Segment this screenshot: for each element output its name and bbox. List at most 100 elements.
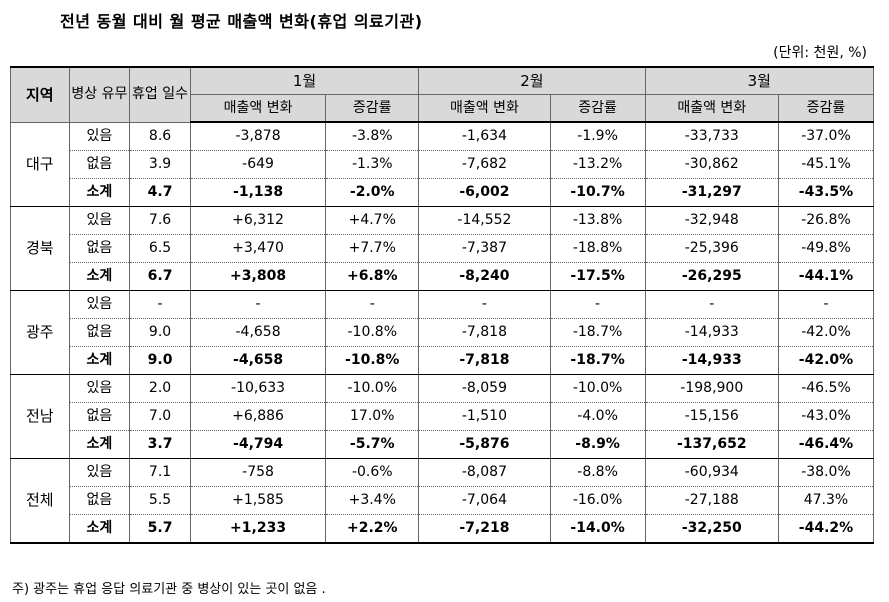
m3-pct-cell: -42.0% — [777, 318, 875, 347]
m3-pct-cell: -45.1% — [777, 150, 875, 179]
header-month-3: 3월 — [644, 66, 875, 95]
m2-pct-cell: - — [549, 290, 646, 319]
bed-cell: 있음 — [68, 458, 131, 487]
m1-pct-cell: +7.7% — [325, 234, 420, 263]
m1-amt-cell: -1,138 — [189, 178, 327, 207]
m3-pct-cell: -46.4% — [777, 430, 875, 459]
days-cell: 8.6 — [129, 121, 191, 151]
m1-pct-cell: -5.7% — [325, 430, 420, 459]
m2-pct-cell: -18.7% — [549, 318, 646, 347]
m2-amt-cell: -8,059 — [418, 374, 551, 403]
days-cell: 9.0 — [129, 318, 191, 347]
days-cell: 7.6 — [129, 206, 191, 235]
m1-pct-cell: -1.3% — [325, 150, 420, 179]
m2-pct-cell: -16.0% — [549, 486, 646, 515]
m1-amt-cell: -10,633 — [189, 374, 327, 403]
bed-cell: 없음 — [68, 318, 131, 347]
m3-amt-cell: -25,396 — [644, 234, 779, 263]
m2-pct-cell: -1.9% — [549, 121, 646, 151]
footnote: 주) 광주는 휴업 응답 의료기관 중 병상이 있는 곳이 없음 . — [12, 582, 326, 597]
m1-amt-cell: +6,886 — [189, 402, 327, 431]
m3-amt-cell: -14,933 — [644, 346, 779, 375]
m3-pct-cell: -42.0% — [777, 346, 875, 375]
header-sales-change: 매출액 변화 — [644, 94, 779, 123]
m3-pct-cell: -43.5% — [777, 178, 875, 207]
m2-pct-cell: -10.0% — [549, 374, 646, 403]
m1-amt-cell: - — [189, 290, 327, 319]
header-sales-change: 매출액 변화 — [189, 94, 327, 123]
m1-amt-cell: -649 — [189, 150, 327, 179]
header-sales-change: 매출액 변화 — [418, 94, 551, 123]
days-cell: 3.9 — [129, 150, 191, 179]
m2-pct-cell: -13.2% — [549, 150, 646, 179]
m2-amt-cell: -14,552 — [418, 206, 551, 235]
m2-amt-cell: -1,634 — [418, 121, 551, 151]
region-cell: 대구 — [10, 121, 70, 207]
header-bed: 병상 유무 — [68, 66, 131, 123]
m1-amt-cell: -4,794 — [189, 430, 327, 459]
m2-amt-cell: -6,002 — [418, 178, 551, 207]
m3-amt-cell: - — [644, 290, 779, 319]
table-title: 전년 동월 대비 월 평균 매출액 변화(휴업 의료기관) — [60, 12, 423, 31]
m2-amt-cell: -7,218 — [418, 514, 551, 544]
m3-pct-cell: -43.0% — [777, 402, 875, 431]
days-cell: 6.5 — [129, 234, 191, 263]
m3-pct-cell: -49.8% — [777, 234, 875, 263]
table-row: 없음 7.0 +6,886 17.0% -1,510 -4.0% -15,156 -43.0% — [11, 402, 875, 431]
m2-pct-cell: -8.8% — [549, 458, 646, 487]
header-month-2: 2월 — [418, 66, 646, 95]
m1-amt-cell: +3,470 — [189, 234, 327, 263]
table-row: 없음 5.5 +1,585 +3.4% -7,064 -16.0% -27,188 47.3% — [11, 486, 875, 515]
m1-pct-cell: -10.8% — [325, 346, 420, 375]
m3-amt-cell: -14,933 — [644, 318, 779, 347]
m2-pct-cell: -18.7% — [549, 346, 646, 375]
days-cell: 9.0 — [129, 346, 191, 375]
table-row: 경북 있음 7.6 +6,312 +4.7% -14,552 -13.8% -32,948 -2… — [10, 206, 875, 291]
region-cell: 경북 — [10, 206, 70, 291]
m1-pct-cell: -10.8% — [325, 318, 420, 347]
days-cell: 3.7 — [129, 430, 191, 459]
m2-amt-cell: -5,876 — [418, 430, 551, 459]
m3-amt-cell: -198,900 — [644, 374, 779, 403]
m1-pct-cell: +4.7% — [325, 206, 420, 235]
m1-pct-cell: -10.0% — [325, 374, 420, 403]
days-cell: 5.7 — [129, 514, 191, 544]
m2-amt-cell: -7,387 — [418, 234, 551, 263]
m1-amt-cell: -3,878 — [189, 121, 327, 151]
unit-label: (단위: 천원, %) — [773, 45, 867, 61]
region-cell: 전남 — [10, 374, 70, 459]
m3-pct-cell: - — [777, 290, 875, 319]
m3-amt-cell: -32,948 — [644, 206, 779, 235]
days-cell: 7.1 — [129, 458, 191, 487]
days-cell: 4.7 — [129, 178, 191, 207]
m2-amt-cell: -7,064 — [418, 486, 551, 515]
header-rate: 증감률 — [777, 94, 875, 123]
m1-pct-cell: -0.6% — [325, 458, 420, 487]
m1-pct-cell: - — [325, 290, 420, 319]
bed-cell: 소계 — [68, 346, 131, 375]
table-row: 소계 3.7 -4,794 -5.7% -5,876 -8.9% -137,652 -46.4… — [11, 430, 875, 459]
m2-amt-cell: -7,818 — [418, 346, 551, 375]
bed-cell: 있음 — [68, 206, 131, 235]
bed-cell: 있음 — [68, 290, 131, 319]
table-body: 대구 있음 8.6 -3,878 -3.8% -1,634 -1.9% -33,733 -37.… — [10, 121, 875, 544]
bed-cell: 소계 — [68, 430, 131, 459]
m1-amt-cell: -758 — [189, 458, 327, 487]
m3-amt-cell: -32,250 — [644, 514, 779, 544]
bed-cell: 없음 — [68, 150, 131, 179]
bed-cell: 없음 — [68, 486, 131, 515]
m3-pct-cell: -46.5% — [777, 374, 875, 403]
m1-amt-cell: +3,808 — [189, 262, 327, 291]
bed-cell: 없음 — [68, 402, 131, 431]
bed-cell: 없음 — [68, 234, 131, 263]
m2-amt-cell: -8,240 — [418, 262, 551, 291]
m1-amt-cell: -4,658 — [189, 346, 327, 375]
bed-cell: 소계 — [68, 178, 131, 207]
bed-cell: 있음 — [68, 374, 131, 403]
m2-amt-cell: -1,510 — [418, 402, 551, 431]
table-row: 소계 4.7 -1,138 -2.0% -6,002 -10.7% -31,297 -43.5… — [11, 178, 875, 207]
header-region: 지역 — [10, 66, 70, 123]
m3-pct-cell: -26.8% — [777, 206, 875, 235]
m2-amt-cell: -7,682 — [418, 150, 551, 179]
region-cell: 광주 — [10, 290, 70, 375]
